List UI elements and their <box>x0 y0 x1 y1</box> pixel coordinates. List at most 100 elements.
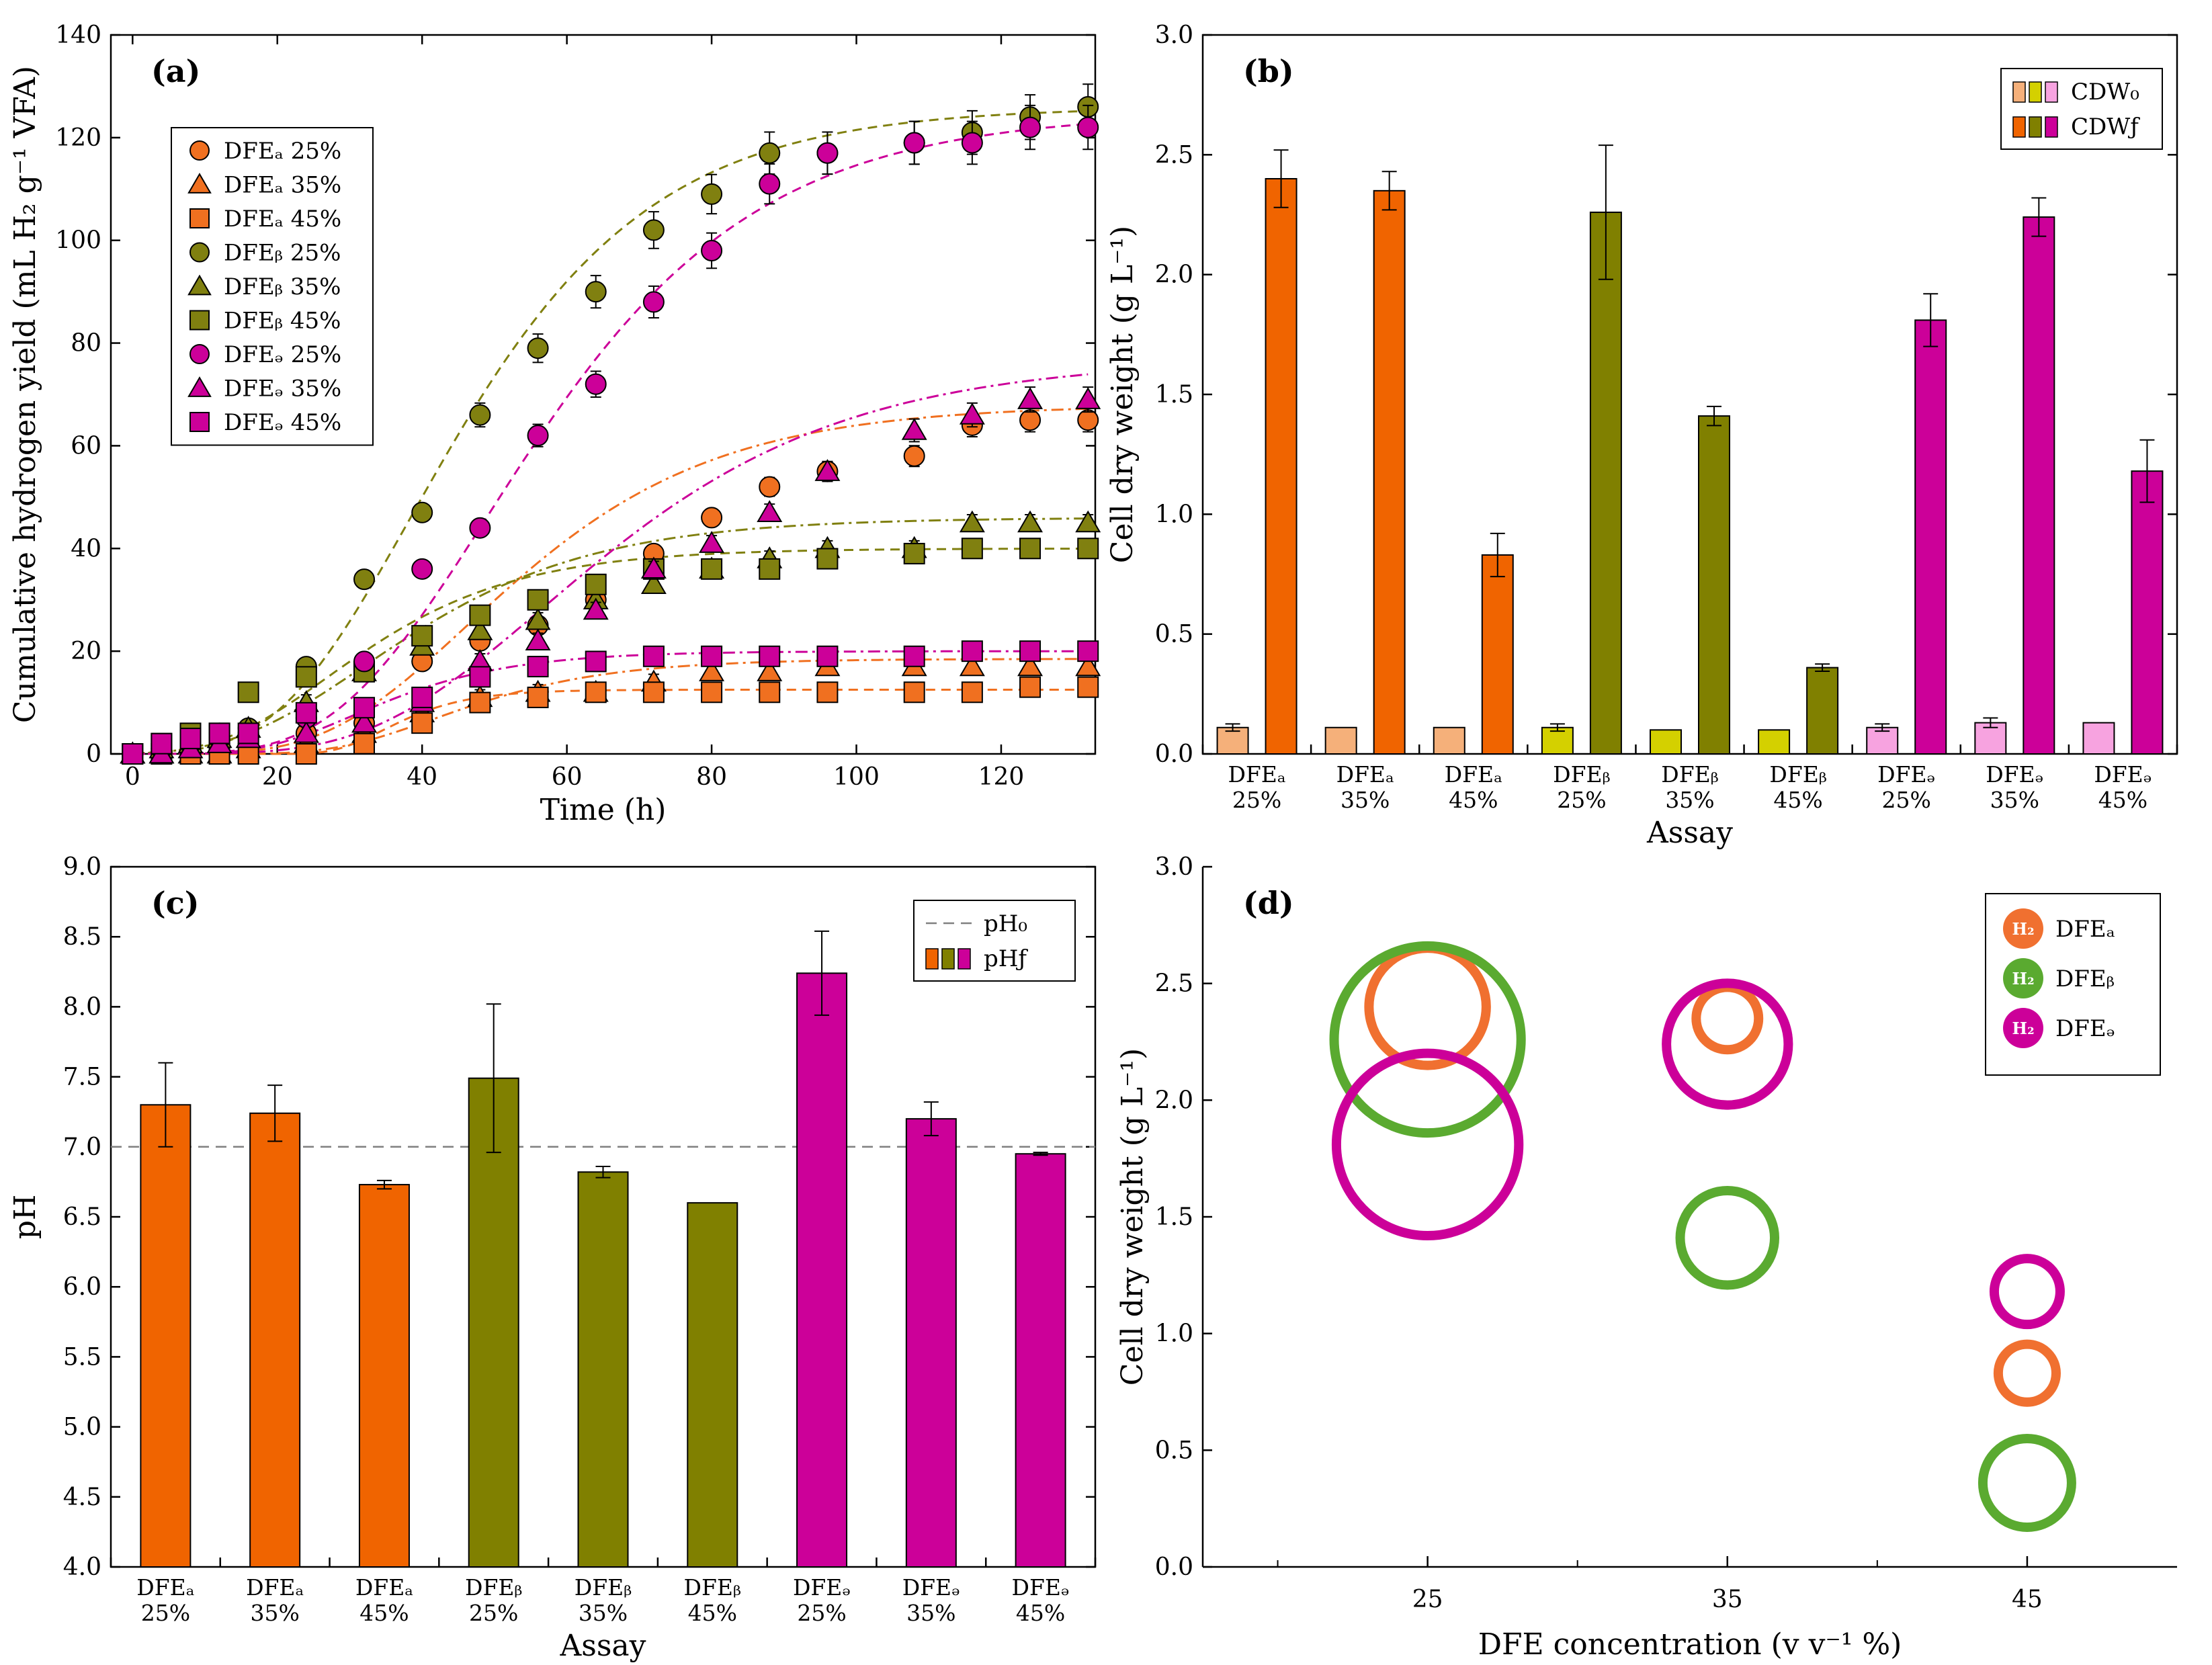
panel-d-y-tick-label: 0.5 <box>1155 1437 1193 1464</box>
panel-a-data-point <box>759 142 781 164</box>
panel-d-bubble <box>1977 1433 2076 1532</box>
panel-c-y-tick-label: 5.5 <box>63 1343 101 1371</box>
panel-d-bubble-chart: 0.0 0.5 1.0 1.5 2.0 2.5 3.0 25 35 45 DFE concentra… <box>1115 853 2177 1662</box>
panel-a-data-point <box>469 666 491 688</box>
panel-c-bar <box>249 1112 301 1568</box>
panel-a-data-point <box>642 291 665 313</box>
panel-b-category-name: DFEᵦ <box>1769 761 1826 787</box>
panel-b-cell-dry-weight-chart: 0.00.51.01.52.02.53.0DFEₐ25%DFEₐ35%DFEₐ4… <box>1105 22 2178 850</box>
panel-c-bar <box>358 1184 410 1568</box>
panel-a-data-point <box>527 425 549 447</box>
panel-b-bar <box>1373 189 1406 755</box>
panel-a-legend-marker <box>187 376 212 397</box>
panel-a-data-point <box>1017 510 1044 533</box>
panel-b-bar <box>1541 726 1574 755</box>
panel-c-legend-swatch <box>925 948 939 970</box>
panel-b-y-tick-label: 1.0 <box>1155 501 1193 528</box>
panel-a-data-point <box>701 183 723 205</box>
panel-a-data-point <box>757 500 783 522</box>
panel-a-data-point <box>701 507 723 529</box>
panel-a-data-point <box>961 538 983 560</box>
panel-c-category-concentration: 45% <box>1016 1600 1065 1626</box>
panel-b-y-tick-label: 1.5 <box>1155 381 1193 409</box>
panel-a-data-point <box>814 459 841 481</box>
panel-a-data-point <box>353 650 376 673</box>
panel-b-y-tick-label: 2.0 <box>1155 261 1193 289</box>
panel-a-data-point <box>1019 409 1041 431</box>
panel-d-bubble <box>1331 1048 1524 1241</box>
panel-b-legend-swatch <box>2045 116 2058 138</box>
panel-b-category-concentration: 25% <box>1232 787 1281 813</box>
panel-c-category-concentration: 45% <box>359 1600 409 1626</box>
panel-a-data-point <box>701 681 723 703</box>
panel-a-legend-marker <box>189 412 210 432</box>
panel-a-legend-marker <box>189 242 210 263</box>
panel-a-data-point <box>701 645 723 667</box>
panel-b-legend-label: CDWƒ <box>2071 114 2140 140</box>
panel-a-legend-marker <box>189 310 210 331</box>
panel-d-legend-label: DFEᵦ <box>2055 966 2115 992</box>
panel-a-data-point <box>351 710 378 733</box>
panel-b-category-name: DFEₐ <box>1228 761 1285 787</box>
panel-b-legend-swatch <box>2045 81 2058 103</box>
panel-c-category-name: DFEₐ <box>136 1574 194 1600</box>
panel-c-x-axis-label: Assay <box>559 1629 646 1663</box>
panel-d-x-tick-label: 35 <box>1712 1586 1743 1613</box>
panel-d-y-tick-label: 1.5 <box>1155 1203 1193 1231</box>
panel-c-legend-swatch <box>941 948 955 970</box>
panel-a-data-point <box>1017 654 1044 677</box>
panel-a-x-tick-label: 0 <box>125 763 140 791</box>
panel-a-data-point <box>293 720 319 743</box>
panel-a-data-point <box>353 697 376 719</box>
panel-c-y-tick-label: 5.0 <box>63 1414 101 1441</box>
panel-b-bar <box>1914 319 1947 755</box>
panel-b-x-axis-label: Assay <box>1646 816 1733 850</box>
panel-a-data-point <box>959 654 985 677</box>
panel-a-data-point <box>901 418 927 440</box>
panel-a-data-point <box>122 743 144 765</box>
panel-d-bubble <box>1329 941 1526 1138</box>
panel-c-y-tick-label: 9.0 <box>63 853 101 881</box>
panel-b-category-concentration: 45% <box>1449 787 1498 813</box>
panel-d-legend-icon-text: H₂ <box>2012 969 2034 988</box>
panel-b-y-tick-label: 0.5 <box>1155 621 1193 648</box>
panel-b-bar <box>1265 178 1298 755</box>
panel-b-bar <box>1758 729 1791 755</box>
panel-b-category-name: DFEᵦ <box>1553 761 1610 787</box>
panel-a-data-point <box>903 132 925 154</box>
panel-a-data-point <box>816 645 839 667</box>
panel-a-legend-label: DFEᵦ 45% <box>224 308 341 335</box>
panel-d-legend-icon-text: H₂ <box>2012 919 2034 939</box>
panel-b-bar <box>1433 726 1465 755</box>
panel-d-x-tick-label: 45 <box>2012 1586 2043 1613</box>
panel-a-data-point <box>959 402 985 425</box>
panel-a-data-point <box>411 686 433 708</box>
panel-b-category-name: DFEₐ <box>1445 761 1502 787</box>
panel-a-x-tick-label: 100 <box>833 763 880 791</box>
panel-d-letter: (d) <box>1243 885 1294 921</box>
panel-b-bar <box>1324 726 1357 755</box>
panel-a-data-point <box>961 681 983 703</box>
panel-a-data-point <box>1017 387 1044 409</box>
panel-a-data-point <box>1019 116 1041 138</box>
panel-b-y-tick-label: 2.5 <box>1155 141 1193 169</box>
panel-a-fit-curve <box>132 122 1089 755</box>
panel-a-fit-curve <box>132 650 1089 755</box>
panel-a-x-axis-label: Time (h) <box>540 793 667 827</box>
panel-c-category-name: DFEᵦ <box>684 1574 741 1600</box>
panel-a-data-point <box>527 589 549 611</box>
panel-a-data-point <box>961 640 983 663</box>
panel-b-legend-swatch <box>2012 116 2026 138</box>
panel-a-legend-label: DFEₔ 35% <box>224 376 341 402</box>
panel-a-legend-marker <box>189 208 210 228</box>
panel-a-data-point <box>353 732 376 755</box>
panel-a-data-point <box>961 132 983 154</box>
panel-a-y-tick-label: 0 <box>86 740 101 768</box>
panel-a-data-point <box>1019 538 1041 560</box>
panel-d-bubble <box>1675 1186 1780 1290</box>
panel-d-x-tick-label: 25 <box>1412 1586 1443 1613</box>
panel-a-legend-label: DFEₔ 25% <box>224 341 341 368</box>
panel-a-data-point <box>959 510 985 533</box>
panel-d-bubble <box>1364 943 1491 1070</box>
panel-c-category-concentration: 25% <box>141 1600 190 1626</box>
